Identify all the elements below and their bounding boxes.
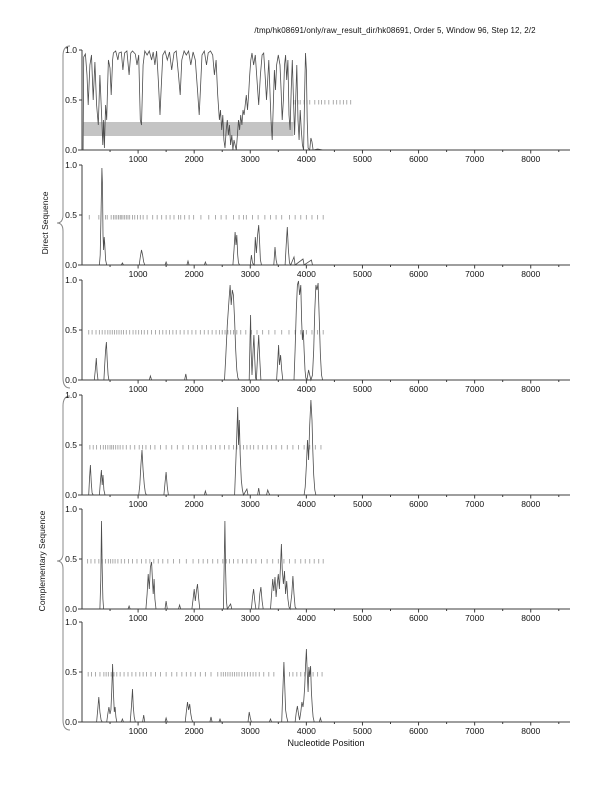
y-tick-label: 0.0 <box>65 375 77 385</box>
x-tick-label: 6000 <box>409 499 428 509</box>
x-tick-label: 3000 <box>241 154 260 164</box>
y-tick-label: 1.0 <box>65 275 77 285</box>
x-tick-label: 2000 <box>185 269 204 279</box>
x-tick-label: 8000 <box>521 499 540 509</box>
x-tick-label: 5000 <box>353 384 372 394</box>
y-tick-label: 0.5 <box>65 667 77 677</box>
x-tick-label: 3000 <box>241 499 260 509</box>
y-tick-label: 0.0 <box>65 260 77 270</box>
x-tick-label: 8000 <box>521 269 540 279</box>
highlight-band <box>83 122 294 136</box>
x-tick-label: 4000 <box>297 384 316 394</box>
x-tick-label: 5000 <box>353 154 372 164</box>
x-tick-label: 2000 <box>185 499 204 509</box>
x-tick-label: 5000 <box>353 613 372 623</box>
x-tick-label: 2000 <box>185 154 204 164</box>
y-tick-label: 1.0 <box>65 390 77 400</box>
x-tick-label: 4000 <box>297 269 316 279</box>
x-tick-label: 8000 <box>521 154 540 164</box>
x-tick-label: 3000 <box>241 613 260 623</box>
y-tick-label: 0.5 <box>65 440 77 450</box>
y-tick-label: 0.0 <box>65 145 77 155</box>
panel-4: 0.0 0.5 1.0 1000 2000 3000 4000 5000 6000 7000 800… <box>65 390 570 509</box>
x-tick-label: 5000 <box>353 269 372 279</box>
x-tick-label: 1000 <box>129 154 148 164</box>
y-tick-label: 0.0 <box>65 604 77 614</box>
x-tick-label: 6000 <box>409 384 428 394</box>
x-tick-label: 2000 <box>185 726 204 736</box>
x-axis-title: Nucleotide Position <box>287 738 365 748</box>
x-tick-label: 3000 <box>241 269 260 279</box>
probability-curve <box>83 167 326 267</box>
y-tick-label: 0.0 <box>65 717 77 727</box>
y-tick-label: 0.5 <box>65 210 77 220</box>
x-tick-label: 7000 <box>465 384 484 394</box>
direct-sequence-brace <box>56 45 71 389</box>
x-tick-label: 1000 <box>129 269 148 279</box>
probability-curve <box>82 49 328 152</box>
panel-1: 0.0 0.5 1.0 1000 2000 3000 4000 5000 6000 7000 800… <box>65 45 570 164</box>
y-tick-label: 0.5 <box>65 95 77 105</box>
x-tick-label: 1000 <box>129 613 148 623</box>
x-tick-label: 1000 <box>129 726 148 736</box>
probability-curve <box>83 520 328 611</box>
x-tick-label: 6000 <box>409 269 428 279</box>
x-tick-label: 7000 <box>465 154 484 164</box>
x-tick-label: 4000 <box>297 726 316 736</box>
panel-5: 0.0 0.5 1.0 1000 2000 3000 4000 5000 6000 7000 800… <box>65 504 570 623</box>
x-tick-label: 6000 <box>409 726 428 736</box>
x-tick-label: 4000 <box>297 154 316 164</box>
panel-3: 0.0 0.5 1.0 1000 2000 3000 4000 5000 6000 7000 800… <box>65 275 570 394</box>
x-tick-label: 8000 <box>521 613 540 623</box>
x-tick-label: 2000 <box>185 613 204 623</box>
probability-curve <box>83 648 328 723</box>
panel-2: 0.0 0.5 1.0 1000 2000 3000 4000 5000 6000 7000 800… <box>65 160 570 279</box>
x-tick-label: 3000 <box>241 726 260 736</box>
x-tick-label: 6000 <box>409 154 428 164</box>
y-tick-label: 0.0 <box>65 490 77 500</box>
x-tick-label: 2000 <box>185 384 204 394</box>
x-tick-label: 3000 <box>241 384 260 394</box>
panel-6: 0.0 0.5 1.0 1000 2000 3000 4000 5000 6000 7000 800… <box>65 617 570 736</box>
probability-curve <box>83 399 328 497</box>
x-tick-label: 7000 <box>465 499 484 509</box>
x-tick-label: 4000 <box>297 499 316 509</box>
y-tick-label: 0.5 <box>65 554 77 564</box>
x-tick-label: 1000 <box>129 499 148 509</box>
y-tick-label: 1.0 <box>65 45 77 55</box>
x-tick-label: 7000 <box>465 269 484 279</box>
complementary-sequence-label: Complementary Sequence <box>37 510 47 612</box>
x-tick-label: 1000 <box>129 384 148 394</box>
x-tick-label: 6000 <box>409 613 428 623</box>
y-tick-label: 1.0 <box>65 160 77 170</box>
x-tick-label: 5000 <box>353 499 372 509</box>
probability-curve <box>83 280 328 382</box>
x-tick-label: 5000 <box>353 726 372 736</box>
x-tick-label: 7000 <box>465 613 484 623</box>
y-tick-label: 1.0 <box>65 504 77 514</box>
direct-sequence-label: Direct Sequence <box>40 191 50 255</box>
complementary-sequence-brace <box>56 395 71 731</box>
x-tick-label: 8000 <box>521 384 540 394</box>
x-tick-label: 7000 <box>465 726 484 736</box>
y-tick-label: 1.0 <box>65 617 77 627</box>
x-tick-label: 4000 <box>297 613 316 623</box>
y-tick-label: 0.5 <box>65 325 77 335</box>
page-title: /tmp/hk08691/only/raw_result_dir/hk08691… <box>254 26 536 35</box>
x-tick-label: 8000 <box>521 726 540 736</box>
